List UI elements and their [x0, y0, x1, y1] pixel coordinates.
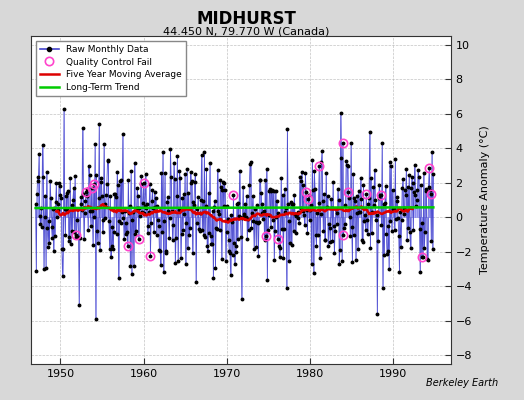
Text: Berkeley Earth: Berkeley Earth [425, 378, 498, 388]
Y-axis label: Temperature Anomaly (°C): Temperature Anomaly (°C) [481, 126, 490, 274]
Legend: Raw Monthly Data, Quality Control Fail, Five Year Moving Average, Long-Term Tren: Raw Monthly Data, Quality Control Fail, … [36, 40, 186, 96]
Text: MIDHURST: MIDHURST [196, 10, 296, 28]
Text: 44.450 N, 79.770 W (Canada): 44.450 N, 79.770 W (Canada) [163, 26, 330, 36]
